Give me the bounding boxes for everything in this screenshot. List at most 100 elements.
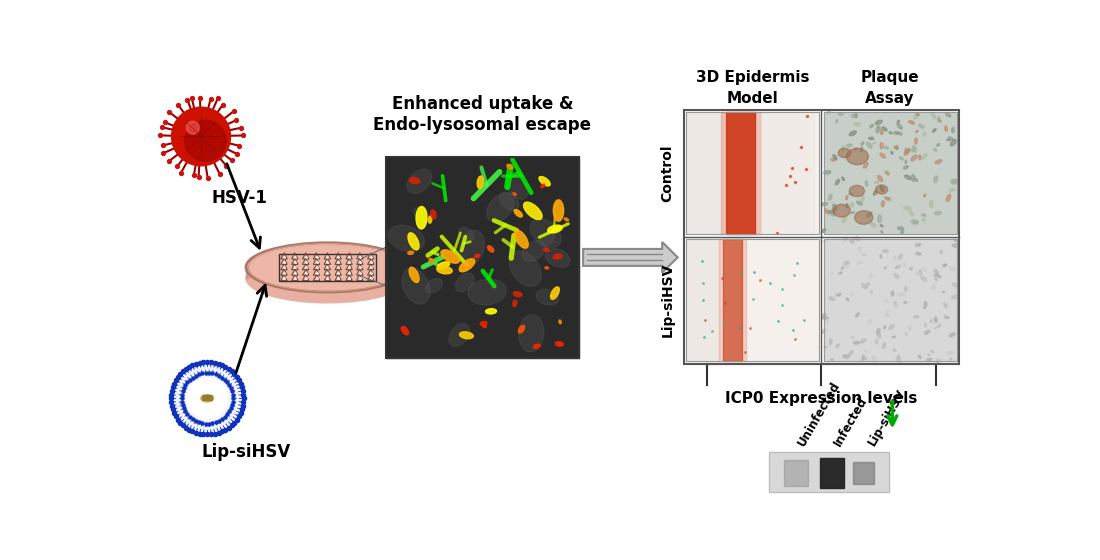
Ellipse shape bbox=[916, 253, 921, 255]
Circle shape bbox=[187, 379, 228, 418]
Circle shape bbox=[186, 122, 217, 152]
Ellipse shape bbox=[403, 268, 430, 304]
Bar bbox=[278, 254, 376, 281]
Ellipse shape bbox=[249, 245, 406, 293]
Ellipse shape bbox=[865, 283, 869, 288]
Ellipse shape bbox=[830, 273, 833, 274]
Ellipse shape bbox=[846, 148, 868, 165]
Ellipse shape bbox=[480, 321, 487, 325]
Ellipse shape bbox=[849, 351, 852, 356]
Ellipse shape bbox=[886, 314, 890, 316]
Ellipse shape bbox=[830, 158, 836, 161]
Ellipse shape bbox=[876, 120, 882, 124]
Ellipse shape bbox=[540, 231, 554, 247]
Circle shape bbox=[199, 134, 204, 139]
Ellipse shape bbox=[828, 194, 832, 200]
Ellipse shape bbox=[822, 203, 827, 206]
Ellipse shape bbox=[844, 261, 849, 265]
Ellipse shape bbox=[515, 230, 528, 248]
Ellipse shape bbox=[460, 332, 473, 339]
Ellipse shape bbox=[455, 273, 474, 292]
Ellipse shape bbox=[924, 323, 926, 326]
Bar bbox=[724, 239, 743, 361]
Ellipse shape bbox=[901, 228, 904, 234]
Ellipse shape bbox=[895, 358, 901, 362]
Ellipse shape bbox=[513, 300, 517, 306]
Ellipse shape bbox=[937, 359, 938, 362]
Ellipse shape bbox=[933, 320, 936, 324]
Ellipse shape bbox=[947, 351, 953, 354]
Ellipse shape bbox=[838, 148, 850, 158]
Ellipse shape bbox=[909, 121, 914, 124]
Ellipse shape bbox=[556, 342, 563, 346]
Ellipse shape bbox=[864, 162, 868, 168]
Ellipse shape bbox=[823, 314, 826, 315]
Ellipse shape bbox=[824, 241, 826, 242]
Ellipse shape bbox=[949, 189, 955, 192]
Ellipse shape bbox=[887, 310, 889, 313]
Ellipse shape bbox=[932, 284, 935, 290]
Ellipse shape bbox=[914, 148, 916, 152]
Ellipse shape bbox=[546, 249, 570, 267]
Circle shape bbox=[173, 109, 229, 164]
Ellipse shape bbox=[888, 198, 890, 200]
Ellipse shape bbox=[934, 148, 936, 151]
Ellipse shape bbox=[847, 144, 852, 147]
Ellipse shape bbox=[954, 239, 957, 241]
Ellipse shape bbox=[551, 287, 559, 300]
Ellipse shape bbox=[844, 237, 847, 241]
Ellipse shape bbox=[876, 340, 877, 343]
Ellipse shape bbox=[878, 125, 881, 128]
Ellipse shape bbox=[848, 193, 852, 195]
Ellipse shape bbox=[903, 262, 905, 267]
Ellipse shape bbox=[923, 132, 925, 136]
Ellipse shape bbox=[865, 181, 868, 186]
Ellipse shape bbox=[833, 204, 837, 211]
Text: HSV-1: HSV-1 bbox=[212, 189, 267, 207]
Ellipse shape bbox=[889, 132, 892, 134]
Circle shape bbox=[183, 119, 219, 155]
Ellipse shape bbox=[507, 164, 513, 169]
Ellipse shape bbox=[935, 278, 937, 281]
Ellipse shape bbox=[518, 325, 525, 333]
Ellipse shape bbox=[876, 126, 880, 133]
Ellipse shape bbox=[880, 186, 884, 192]
Ellipse shape bbox=[912, 146, 915, 152]
Bar bbox=[686, 239, 820, 361]
Ellipse shape bbox=[850, 293, 854, 296]
Ellipse shape bbox=[882, 250, 889, 253]
Ellipse shape bbox=[895, 146, 898, 150]
Ellipse shape bbox=[854, 123, 860, 126]
Ellipse shape bbox=[934, 269, 938, 274]
Ellipse shape bbox=[912, 267, 914, 269]
Ellipse shape bbox=[877, 329, 880, 334]
Circle shape bbox=[192, 128, 209, 144]
Ellipse shape bbox=[944, 265, 946, 267]
Ellipse shape bbox=[877, 342, 879, 345]
Ellipse shape bbox=[947, 139, 950, 141]
Ellipse shape bbox=[882, 343, 886, 348]
Ellipse shape bbox=[914, 178, 917, 181]
Ellipse shape bbox=[824, 170, 830, 174]
Ellipse shape bbox=[910, 268, 912, 269]
Text: Lip-siHSV: Lip-siHSV bbox=[201, 443, 290, 461]
Text: 3D Epidermis: 3D Epidermis bbox=[696, 70, 810, 85]
Ellipse shape bbox=[878, 215, 881, 223]
Ellipse shape bbox=[922, 214, 925, 217]
Ellipse shape bbox=[835, 179, 839, 185]
Ellipse shape bbox=[822, 316, 828, 319]
Bar bbox=[769, 452, 889, 492]
Ellipse shape bbox=[870, 124, 873, 128]
Text: Lip-siHSV: Lip-siHSV bbox=[866, 387, 909, 449]
Circle shape bbox=[177, 113, 224, 160]
Bar bbox=[854, 462, 873, 484]
Ellipse shape bbox=[553, 254, 562, 259]
Ellipse shape bbox=[882, 127, 887, 131]
Ellipse shape bbox=[934, 275, 936, 276]
Ellipse shape bbox=[880, 129, 883, 134]
Circle shape bbox=[187, 123, 214, 150]
Ellipse shape bbox=[938, 117, 940, 121]
Ellipse shape bbox=[829, 339, 832, 344]
Ellipse shape bbox=[923, 267, 926, 272]
Ellipse shape bbox=[884, 146, 889, 149]
